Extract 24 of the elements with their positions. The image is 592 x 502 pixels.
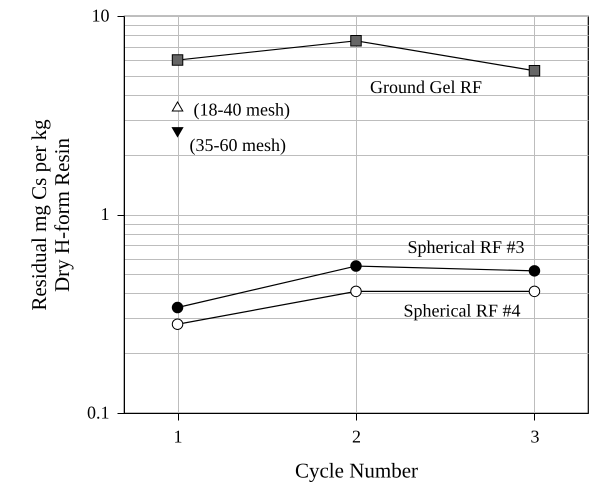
x-tick-label: 2: [352, 426, 361, 446]
point: [528, 64, 540, 76]
y-tick-label: 1: [100, 204, 110, 224]
point: [172, 318, 184, 330]
point: [172, 54, 184, 66]
point: [172, 101, 184, 112]
series-label: Spherical RF #3: [407, 236, 524, 257]
point: [528, 265, 540, 277]
x-tick-label: 3: [530, 426, 540, 446]
point: [350, 260, 362, 272]
y-tick-label: 10: [92, 6, 110, 26]
point: [350, 35, 362, 47]
x-axis-title: Cycle Number: [294, 458, 418, 482]
point: [350, 286, 362, 298]
point: [172, 127, 184, 138]
series-label: (35-60 mesh): [190, 135, 286, 156]
point: [172, 302, 184, 314]
y-axis-title: Residual mg Cs per kg Dry H-form Resin: [27, 118, 74, 311]
point: [528, 286, 540, 298]
series-label: (18-40 mesh): [194, 100, 290, 120]
y-tick-label: 0.1: [87, 402, 110, 422]
series-label: Spherical RF #4: [403, 300, 520, 320]
series-label: Ground Gel RF: [370, 76, 482, 97]
x-tick-label: 1: [174, 426, 183, 446]
